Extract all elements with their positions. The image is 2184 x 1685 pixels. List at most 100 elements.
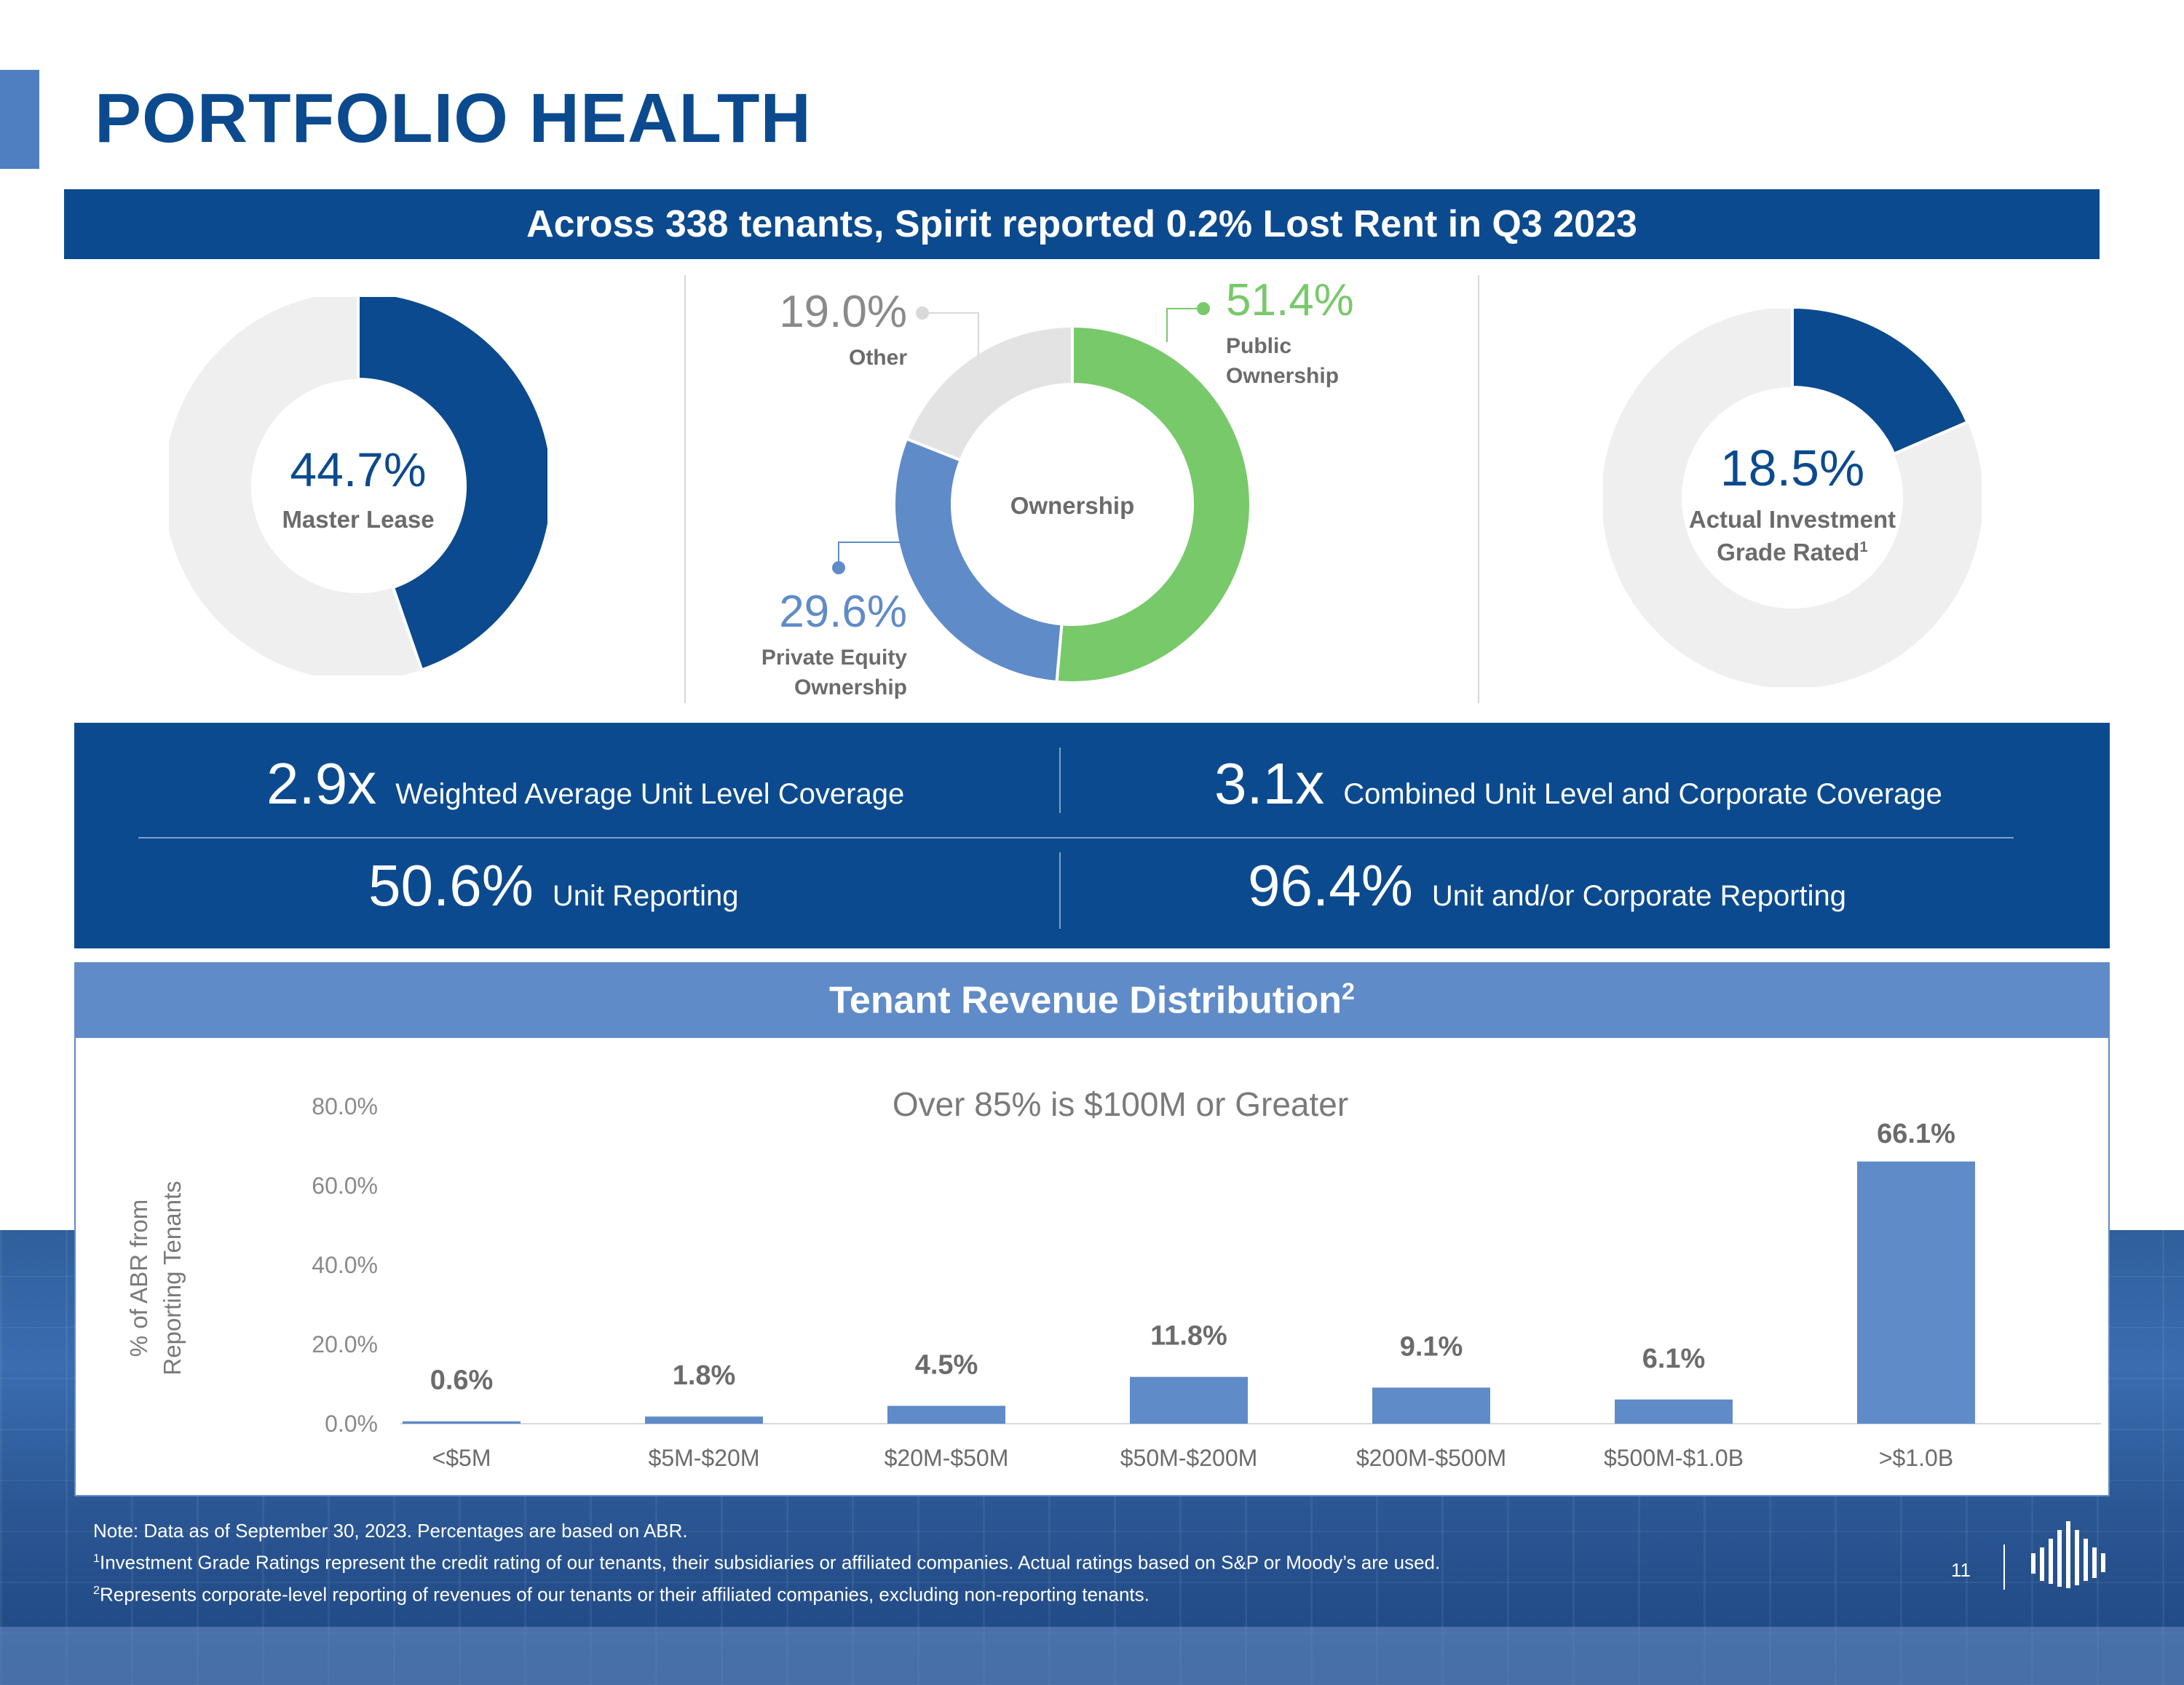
x-tick-label: $200M-$500M [1356,1445,1506,1471]
ownership-leader-lines [832,302,1210,574]
x-tick-label: <$5M [432,1445,491,1471]
footnote-marker: 1 [93,1552,100,1565]
bar-data-label: 0.6% [430,1365,494,1396]
bar [645,1416,763,1424]
ownership-segment-private-equity [894,437,1064,683]
bar-data-label: 11.8% [1150,1321,1227,1352]
headline-text: Across 338 tenants, Spirit reported 0.2%… [526,203,1637,245]
other-callout: 19.0% Other [750,290,907,373]
public-label-line1: Public [1226,334,1292,358]
footnote-1: 1Investment Grade Ratings represent the … [93,1545,1440,1577]
x-axis-ticks: <$5M $5M-$20M $20M-$50M $50M-$200M $200M-$50… [432,1445,1954,1471]
revenue-chart-panel: Over 85% is $100M or Greater % of ABR fr… [74,1038,2110,1496]
footnote-1-text: Investment Grade Ratings represent the c… [99,1551,1441,1574]
metric-value: 50.6% [368,853,534,918]
investment-grade-arc [1791,309,1970,456]
background-footer-band [0,1627,2184,1685]
public-label-line2: Ownership [1226,363,1340,388]
x-tick-label: $5M-$20M [649,1445,760,1471]
metric-corporate-reporting: 96.4% Unit and/or Corporate Reporting [1248,857,1846,915]
metric-value: 96.4% [1248,853,1413,918]
bar-data-label: 6.1% [1642,1344,1706,1374]
investment-grade-label-line1: Actual Investment [1688,506,1896,533]
footnote-marker: 2 [1342,978,1355,1004]
y-axis-label-line1: % of ABR from [125,1200,152,1357]
footnote-note: Note: Data as of September 30, 2023. Per… [93,1520,688,1542]
y-tick-label: 80.0% [312,1093,378,1119]
y-axis-ticks: 0.0% 20.0% 40.0% 60.0% 80.0% [312,1093,378,1437]
master-lease-label: Master Lease [282,506,435,533]
revenue-section-header: Tenant Revenue Distribution2 [74,962,2110,1038]
private-equity-leader-line [838,542,906,568]
master-lease-callout: 44.7% Master Lease [249,445,467,536]
bar [403,1421,521,1424]
footer-divider [2003,1545,2005,1590]
y-tick-label: 60.0% [312,1173,378,1199]
y-tick-label: 0.0% [325,1411,378,1437]
investment-grade-donut [1603,309,1982,687]
section-divider [1478,275,1479,703]
chart-title: Over 85% is $100M or Greater [893,1085,1348,1123]
metric-unit-level-coverage: 2.9x Weighted Average Unit Level Coverag… [266,755,904,813]
bar [1857,1161,1975,1424]
public-leader-line [1166,308,1203,342]
other-label: Other [848,346,907,370]
bar [1615,1399,1733,1424]
revenue-title-text: Tenant Revenue Distribution [829,979,1342,1022]
master-lease-arc [357,297,547,672]
ownership-segment-other [904,326,1074,462]
investment-grade-callout: 18.5% Actual Investment Grade Rated1 [1661,443,1923,568]
footnote-2: 2Represents corporate-level reporting of… [93,1577,1440,1609]
x-tick-label: >$1.0B [1879,1445,1953,1471]
metric-combined-coverage: 3.1x Combined Unit Level and Corporate C… [1214,755,1942,813]
metrics-vertical-divider [1059,852,1061,929]
other-leader-line [922,312,979,355]
bar-data-label: 9.1% [1400,1331,1463,1362]
metric-label: Unit Reporting [552,880,739,912]
ownership-center-label: Ownership [1010,492,1135,519]
revenue-bar-chart: Over 85% is $100M or Greater % of ABR fr… [125,1085,2101,1471]
bars [403,1161,1975,1424]
public-value: 51.4% [1226,275,1354,325]
ownership-donut [894,326,1251,683]
page-title: PORTFOLIO HEALTH [95,79,812,157]
investment-grade-value: 18.5% [1720,440,1865,496]
footnote-marker: 2 [93,1583,100,1597]
metric-label: Weighted Average Unit Level Coverage [395,778,905,810]
private-equity-value: 29.6% [779,587,907,637]
y-tick-label: 40.0% [312,1252,378,1278]
title-accent-bar [0,70,39,169]
private-equity-label-line2: Ownership [794,675,907,699]
bar-data-label: 1.8% [673,1360,736,1391]
master-lease-donut [169,297,547,675]
section-divider [684,275,686,703]
y-axis-label: % of ABR from Reporting Tenants [125,1181,186,1375]
footnote-marker: 1 [1859,538,1868,555]
investment-grade-label-text: Grade Rated [1717,538,1860,566]
bar [887,1406,1005,1424]
bar-data-label: 4.5% [915,1349,978,1380]
metrics-horizontal-divider [138,837,2014,838]
ownership-segment-public [1055,326,1251,683]
bar-data-labels: 0.6% 1.8% 4.5% 11.8% 9.1% 6.1% 66.1% [430,1119,1955,1396]
x-tick-label: $50M-$200M [1120,1445,1258,1471]
master-lease-value: 44.7% [290,443,427,496]
metric-unit-reporting: 50.6% Unit Reporting [368,857,739,915]
y-axis-label-line2: Reporting Tenants [159,1181,186,1375]
y-tick-label: 20.0% [312,1331,378,1357]
bar-data-label: 66.1% [1877,1119,1955,1149]
x-tick-label: $500M-$1.0B [1604,1445,1744,1471]
coverage-metrics-panel: 2.9x Weighted Average Unit Level Coverag… [74,723,2110,948]
footnote-2-text: Represents corporate-level reporting of … [99,1583,1150,1606]
x-tick-label: $20M-$50M [885,1445,1009,1471]
other-value: 19.0% [779,287,907,337]
spirit-logo-icon [2031,1521,2105,1588]
metric-label: Unit and/or Corporate Reporting [1431,880,1847,912]
metrics-vertical-divider [1059,748,1061,813]
metric-value: 3.1x [1214,751,1325,816]
bar [1372,1387,1490,1424]
revenue-section-title: Tenant Revenue Distribution2 [829,978,1355,1022]
bar [1130,1376,1248,1424]
page-number: 11 [1951,1559,1971,1581]
headline-banner: Across 338 tenants, Spirit reported 0.2%… [64,189,2100,259]
